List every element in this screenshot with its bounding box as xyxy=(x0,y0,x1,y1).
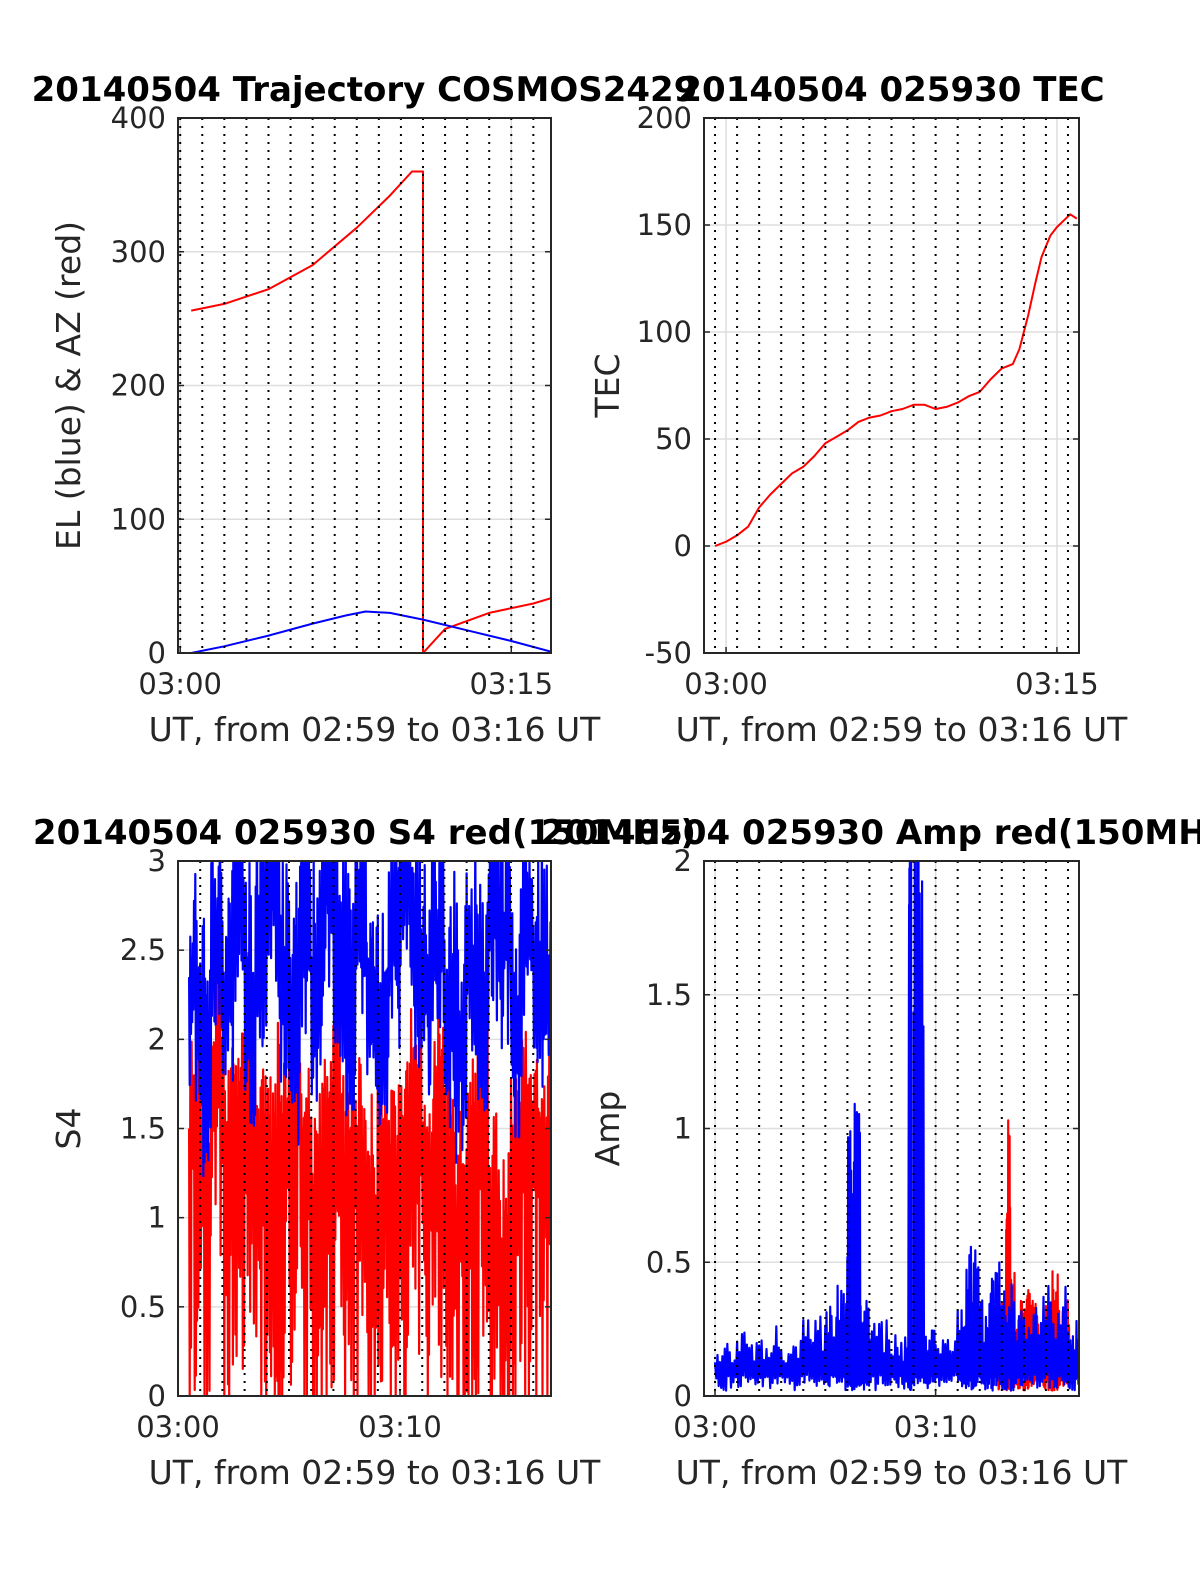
y-tick-label: 0 xyxy=(674,529,692,563)
y-tick-label: 2.5 xyxy=(120,933,166,967)
y-tick-label: 50 xyxy=(655,422,692,456)
y-tick-label: 100 xyxy=(111,502,166,536)
axes-box xyxy=(703,117,1080,654)
y-tick-label: 200 xyxy=(637,101,692,135)
y-tick-label: 1 xyxy=(148,1201,166,1235)
y-axis-label: S4 xyxy=(49,1108,88,1150)
y-tick-label: 2 xyxy=(148,1022,166,1056)
y-axis-label: EL (blue) & AZ (red) xyxy=(49,221,88,550)
chart-panel-2: -50 0 50 100 150 200 03:00 03:15 UT, from 02:59 … xyxy=(588,70,1128,749)
series-line-2 xyxy=(713,861,1079,1392)
x-axis-label: UT, from 02:59 to 03:16 UT xyxy=(149,1453,602,1492)
y-tick-label: 0 xyxy=(148,1379,166,1413)
x-tick-label: 03:00 xyxy=(673,1410,757,1444)
y-tick-label: 200 xyxy=(111,369,166,403)
chart-panel-4: 0 0.5 1 1.5 2 03:00 03:10 UT, from 02:59 to 03:… xyxy=(541,813,1200,1492)
chart-title: 20140504 025930 Amp red(150MHz) xyxy=(541,813,1200,853)
x-axis-label: UT, from 02:59 to 03:16 UT xyxy=(149,710,602,749)
y-tick-label: 3 xyxy=(148,844,166,878)
y-tick-label: 400 xyxy=(111,101,166,135)
x-axis-label: UT, from 02:59 to 03:16 UT xyxy=(676,1453,1129,1492)
y-tick-label: -50 xyxy=(645,636,692,670)
x-tick-label: 03:15 xyxy=(1015,667,1099,701)
y-tick-label: 0.5 xyxy=(120,1290,166,1324)
x-tick-label: 03:00 xyxy=(136,1410,220,1444)
chart-title: 20140504 Trajectory COSMOS2429 xyxy=(32,70,698,110)
series-line-2 xyxy=(191,610,551,653)
series-line-1 xyxy=(191,170,551,653)
y-tick-label: 1 xyxy=(674,1112,692,1146)
series-line-1 xyxy=(188,951,551,1396)
chart-panel-3: 0 0.5 1 1.5 2 2.5 3 03:00 03:10 UT, from 02:59 to… xyxy=(33,813,696,1492)
y-tick-label: 0.5 xyxy=(646,1245,692,1279)
series-line-1 xyxy=(714,213,1078,547)
x-tick-label: 03:10 xyxy=(358,1410,442,1444)
y-tick-label: 150 xyxy=(637,208,692,242)
x-axis-label: UT, from 02:59 to 03:16 UT xyxy=(676,710,1129,749)
y-tick-label: 0 xyxy=(148,636,166,670)
y-axis-label: Amp xyxy=(588,1091,627,1167)
x-tick-label: 03:10 xyxy=(894,1410,978,1444)
series-line-2 xyxy=(188,861,551,1178)
chart-panel-1: 0 100 200 300 400 03:00 03:15 UT, from 02:59 to… xyxy=(32,70,698,749)
chart-title: 20140504 025930 TEC xyxy=(678,70,1104,110)
x-tick-label: 03:00 xyxy=(684,667,768,701)
x-tick-label: 03:00 xyxy=(138,667,222,701)
y-tick-label: 1.5 xyxy=(120,1112,166,1146)
x-tick-label: 03:15 xyxy=(469,667,553,701)
y-tick-label: 100 xyxy=(637,315,692,349)
chart-title: 20140504 025930 S4 red(150MHz) xyxy=(33,813,696,853)
y-tick-label: 2 xyxy=(674,844,692,878)
y-tick-label: 1.5 xyxy=(646,978,692,1012)
y-tick-label: 300 xyxy=(111,235,166,269)
y-tick-label: 0 xyxy=(674,1379,692,1413)
y-axis-label: TEC xyxy=(588,353,627,418)
